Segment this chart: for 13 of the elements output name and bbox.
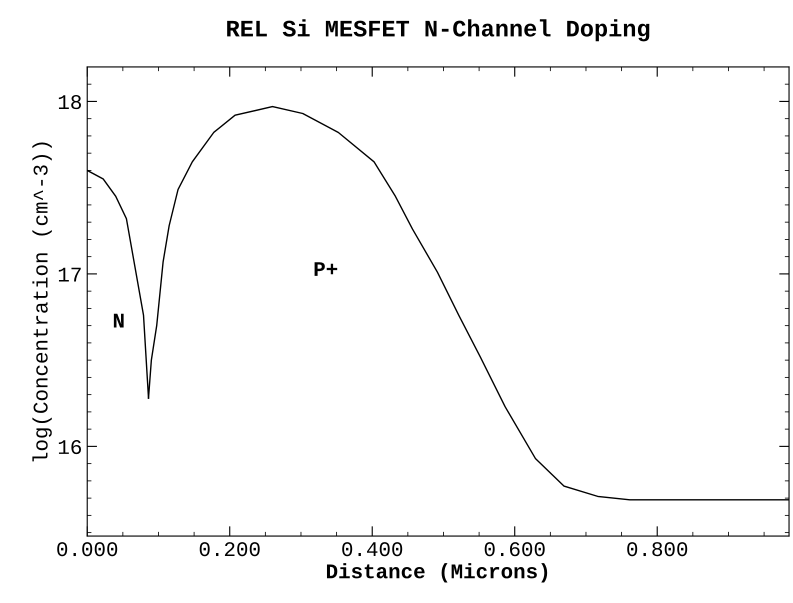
x-tick-label: 0.000 [57, 542, 118, 556]
x-tick-label: 0.200 [200, 542, 260, 556]
x-tick-label: 0.600 [484, 542, 545, 556]
annotation: P+ [314, 262, 338, 276]
y-tick-label: 16 [58, 440, 82, 454]
x-tick-label: 0.800 [627, 542, 688, 556]
y-tick-label: 18 [58, 95, 81, 110]
annotation: N [114, 314, 124, 328]
x-tick-label: 0.400 [342, 542, 402, 556]
chart-title: REL Si MESFET N-Channel Doping [227, 19, 650, 42]
x-axis-title: Distance (Microns) [326, 563, 548, 583]
y-axis-title: log(Concentration (cm^-3)) [32, 142, 52, 462]
y-tick-label: 17 [58, 268, 81, 282]
